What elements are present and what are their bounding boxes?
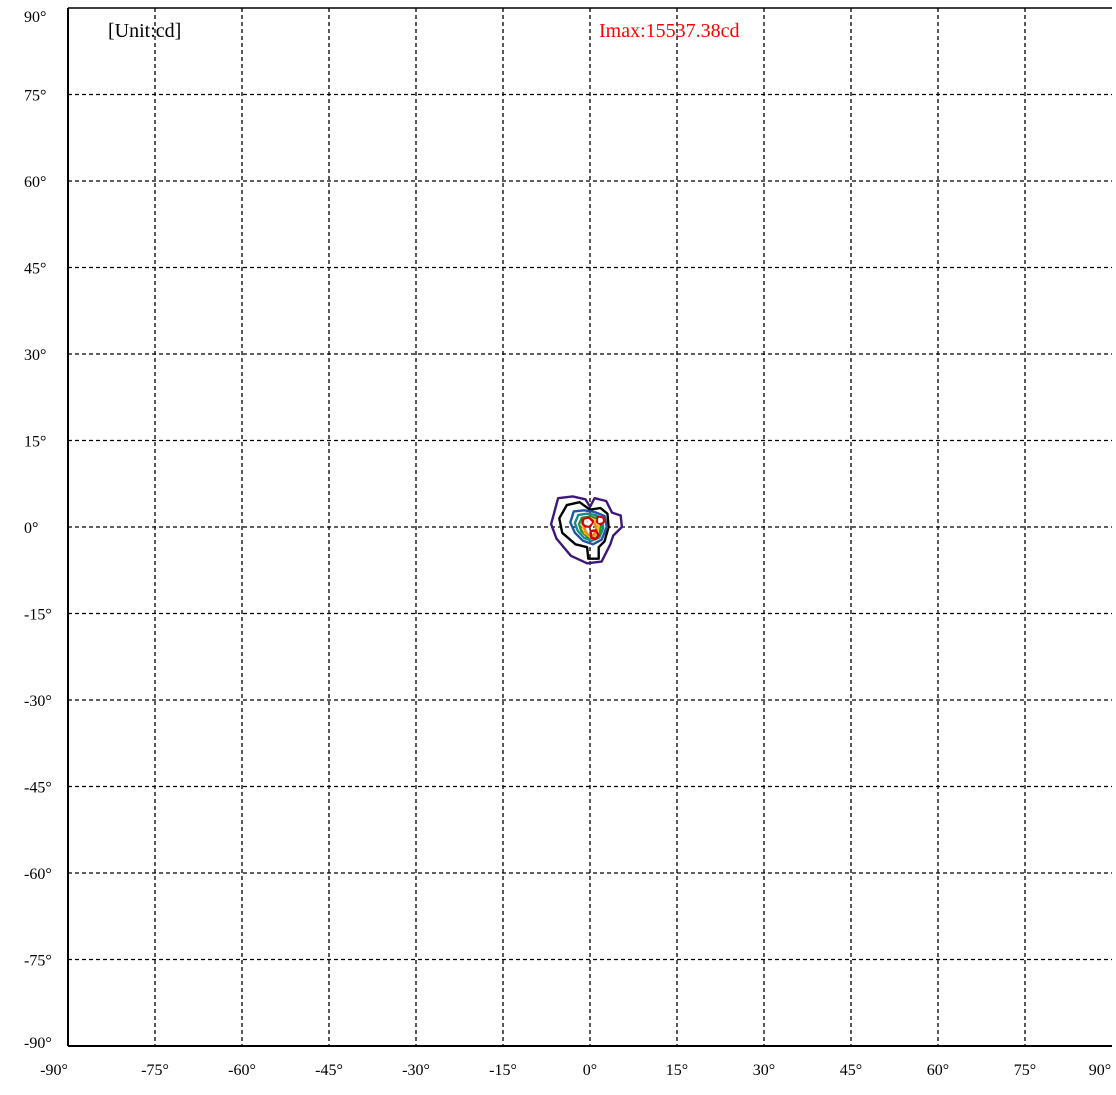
x-tick-labels: -90° -75° -60° -45° -30° -15° 0° 15° 30° 45° 60° 75… [40,1062,1111,1079]
y-tick-label: 90° [24,9,46,26]
contour-line [558,501,610,560]
x-tick-label: -30° [402,1062,430,1079]
x-tick-label: -60° [228,1062,256,1079]
y-tick-label: 45° [24,261,46,278]
imax-label: Imax:15537.38cd [599,20,740,42]
grid-lines [68,8,1112,1046]
y-tick-labels: 90° 75° 60° 45° 30° 15° 0° -15° -30° -45° -60° -75°… [24,9,52,1052]
contour-line [549,495,624,565]
contour-line [589,529,600,541]
y-tick-label: -60° [24,866,52,883]
x-tick-label: 75° [1014,1062,1036,1079]
y-tick-label: 30° [24,347,46,364]
x-tick-label: 45° [840,1062,862,1079]
y-tick-label: 0° [24,520,38,537]
y-tick-label: 15° [24,434,46,451]
y-tick-label: 60° [24,174,46,191]
contour-line [584,518,592,526]
y-tick-label: -75° [24,953,52,970]
x-tick-label: -75° [141,1062,169,1079]
contour-line [573,512,605,542]
y-tick-label: -30° [24,693,52,710]
contour-line [595,515,606,526]
plot-frame [67,7,1112,1047]
y-tick-label: -45° [24,780,52,797]
x-tick-label: -45° [315,1062,343,1079]
x-tick-label: 60° [927,1062,949,1079]
x-tick-label: -90° [40,1062,68,1079]
contour-line [581,516,595,528]
contour-line [569,509,608,546]
contour-line [581,517,600,538]
y-tick-label: -90° [24,1035,52,1052]
contour-line [598,517,603,523]
unit-label: [Unit:cd] [108,20,181,42]
x-tick-label: 0° [583,1062,597,1079]
x-tick-label: 30° [753,1062,775,1079]
x-tick-label: -15° [489,1062,517,1079]
y-tick-label: 75° [24,88,46,105]
x-tick-label: 90° [1089,1062,1111,1079]
contour-lines [549,495,624,565]
x-tick-label: 15° [666,1062,688,1079]
y-tick-label: -15° [24,607,52,624]
